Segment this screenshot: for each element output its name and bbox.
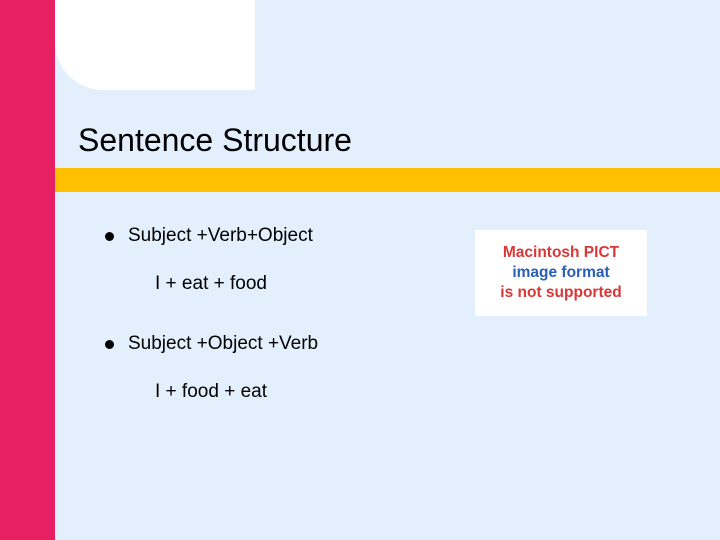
bullet-item: Subject +Object +Verb: [105, 333, 445, 355]
bullet-icon: [105, 340, 114, 349]
pict-line-2: image format: [512, 263, 609, 283]
bullet-example: I + food + eat: [155, 381, 445, 403]
pict-line-3: is not supported: [500, 283, 621, 303]
pict-placeholder: Macintosh PICT image format is not suppo…: [475, 230, 647, 316]
pict-line-1: Macintosh PICT: [503, 243, 619, 263]
title-underline-bar: [55, 168, 720, 192]
left-accent-stripe: [0, 0, 55, 540]
corner-notch: [55, 0, 255, 90]
bullet-item: Subject +Verb+Object: [105, 225, 445, 247]
bullet-label: Subject +Object +Verb: [128, 333, 318, 355]
content-block: Subject +Verb+Object I + eat + food Subj…: [105, 225, 445, 441]
bullet-icon: [105, 232, 114, 241]
slide-title: Sentence Structure: [78, 122, 352, 159]
bullet-example: I + eat + food: [155, 273, 445, 295]
bullet-label: Subject +Verb+Object: [128, 225, 313, 247]
slide-background: Sentence Structure Subject +Verb+Object …: [0, 0, 720, 540]
